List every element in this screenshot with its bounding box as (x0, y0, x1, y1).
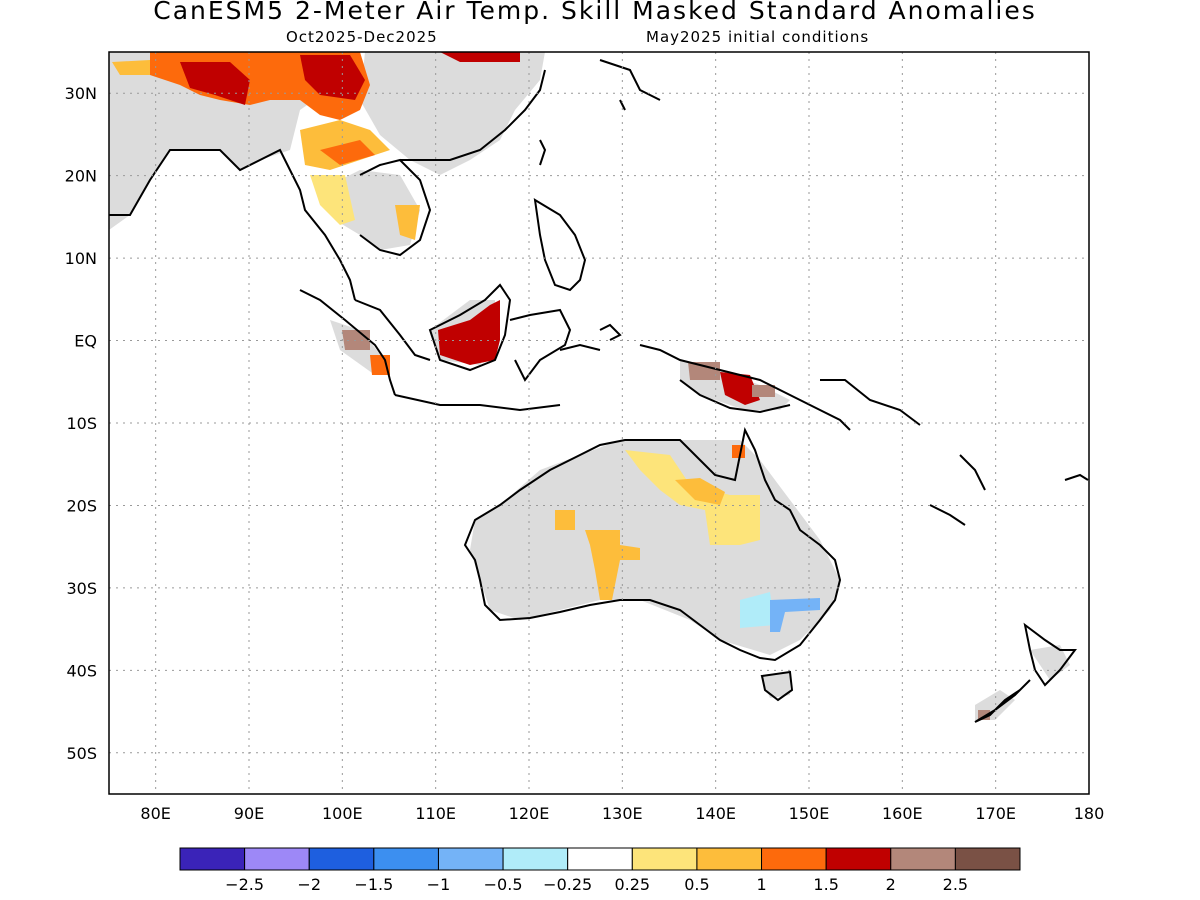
gridlines (109, 52, 1089, 794)
colorbar-label: 2 (886, 875, 896, 894)
colorbar-label: −1.5 (354, 875, 393, 894)
anomaly-cool-australia (740, 592, 820, 632)
anomaly-warm-australia (555, 450, 760, 600)
colorbar-swatch (179, 847, 246, 871)
colorbar-label: 0.5 (684, 875, 709, 894)
forecast-period: Oct2025-Dec2025 (286, 28, 438, 46)
map-title: CanESM5 2-Meter Air Temp. Skill Masked S… (153, 0, 1037, 25)
lat-tick-label: 20N (65, 167, 97, 186)
lat-axis: 30N 20N 10N EQ 10S 20S 30S 40S 50S (65, 84, 97, 763)
lon-tick-label: 150E (789, 804, 830, 823)
colorbar-label: −0.25 (543, 875, 592, 894)
colorbar-swatch (696, 847, 763, 871)
colorbar-swatch (761, 847, 827, 871)
colorbar-label: 2.5 (943, 875, 968, 894)
colorbar-swatch (954, 847, 1021, 871)
lat-tick-label: 50S (66, 744, 97, 763)
colorbar-swatch (308, 847, 375, 871)
colorbar-label: 1.5 (813, 875, 838, 894)
colorbar-swatch (825, 847, 892, 871)
colorbar-label: −2 (297, 875, 321, 894)
lon-tick-label: 80E (140, 804, 170, 823)
colorbar-swatch (373, 847, 439, 871)
colorbar-swatch (502, 847, 569, 871)
colorbar-swatch (631, 847, 698, 871)
initial-conditions: May2025 initial conditions (646, 28, 870, 46)
lon-axis: 80E 90E 100E 110E 120E 130E 140E 150E 160E 170E 18… (140, 804, 1104, 823)
colorbar-swatch (567, 847, 633, 871)
colorbar-label: −0.5 (484, 875, 523, 894)
map-field (109, 52, 1089, 723)
colorbar-swatch (437, 847, 504, 871)
lat-tick-label: 30N (65, 84, 97, 103)
lon-tick-label: 140E (695, 804, 736, 823)
lat-tick-label: 30S (66, 579, 97, 598)
lat-tick-label: 10N (65, 249, 97, 268)
colorbar-label: 1 (756, 875, 766, 894)
colorbar-label: −2.5 (225, 875, 264, 894)
lon-tick-label: 180 (1074, 804, 1105, 823)
lon-tick-label: 110E (415, 804, 456, 823)
lon-tick-label: 100E (322, 804, 363, 823)
colorbar-swatch (244, 847, 310, 871)
lat-tick-label: 40S (66, 661, 97, 680)
coastlines (109, 59, 1089, 723)
lon-tick-label: 90E (234, 804, 264, 823)
masked-land (109, 52, 1070, 720)
colorbar-label: −1 (427, 875, 451, 894)
colorbar-label: 0.25 (614, 875, 650, 894)
lon-tick-label: 160E (882, 804, 923, 823)
lon-tick-label: 120E (509, 804, 550, 823)
lat-tick-label: 20S (66, 496, 97, 515)
colorbar-swatch (890, 847, 956, 871)
anomaly-warm-tibet (112, 52, 520, 240)
lat-tick-label: 10S (66, 414, 97, 433)
lon-tick-label: 130E (602, 804, 643, 823)
lat-tick-label: EQ (74, 332, 97, 351)
lon-tick-label: 170E (975, 804, 1016, 823)
colorbar: −2.5 −2 −1.5 −1 −0.5 −0.25 0.25 0.5 1 1.5 2 2.5 (179, 847, 1021, 894)
map-frame (108, 51, 1090, 795)
